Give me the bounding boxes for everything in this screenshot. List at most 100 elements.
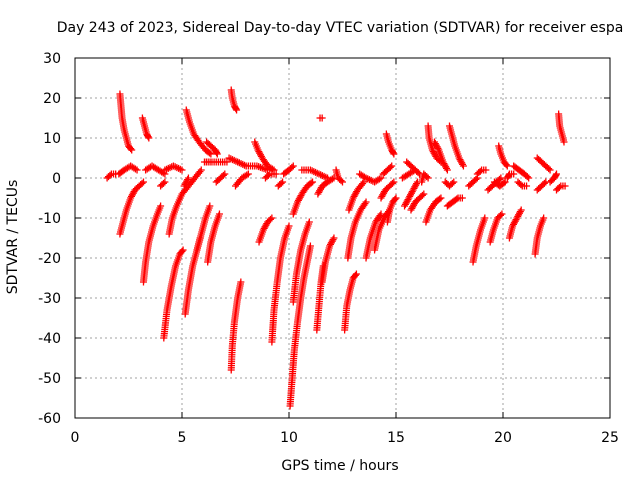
data-points: [103, 86, 569, 410]
x-tick-label: 10: [280, 430, 298, 446]
data-point: [437, 194, 445, 202]
data-point: [207, 150, 215, 158]
track-67: [505, 206, 525, 242]
track-15: [200, 158, 231, 166]
track-28: [274, 178, 287, 190]
data-point: [352, 270, 360, 278]
data-point: [453, 195, 461, 203]
data-point: [206, 149, 214, 157]
y-axis-label: SDTVAR / TECUs: [5, 180, 21, 295]
data-point: [424, 174, 432, 182]
plot-frame: [74, 57, 611, 419]
data-point: [359, 180, 367, 188]
data-point: [413, 180, 421, 188]
y-tick-label: -10: [38, 211, 61, 227]
track-37: [332, 166, 346, 186]
data-point: [330, 234, 338, 242]
data-point: [159, 169, 167, 177]
data-point: [161, 178, 169, 186]
data-point: [138, 179, 146, 187]
data-point: [481, 214, 489, 222]
data-point: [443, 164, 451, 172]
data-point: [458, 194, 466, 202]
data-point: [329, 236, 337, 244]
track-21: [225, 154, 272, 174]
track-11: [180, 174, 192, 190]
track-58: [443, 194, 466, 210]
data-point: [500, 179, 508, 187]
track-5: [139, 202, 165, 286]
data-point: [392, 194, 400, 202]
data-point: [482, 166, 490, 174]
track-26: [268, 222, 293, 346]
data-point: [540, 179, 548, 187]
track-41: [356, 170, 385, 186]
track-34: [316, 114, 326, 122]
track-39: [344, 198, 370, 262]
data-point: [443, 166, 451, 174]
chart-title: Day 243 of 2023, Sidereal Day-to-day VTE…: [57, 20, 624, 36]
data-point: [213, 149, 221, 157]
y-tick-label: -50: [38, 371, 61, 387]
track-38: [341, 270, 360, 334]
data-point: [434, 144, 442, 152]
data-point: [420, 190, 428, 198]
track-25: [261, 170, 280, 182]
track-6: [142, 162, 169, 178]
track-27: [280, 162, 297, 178]
data-point: [377, 174, 385, 182]
data-point: [501, 178, 509, 186]
data-point: [307, 179, 315, 187]
data-point: [362, 198, 370, 206]
x-axis-label: GPS time / hours: [281, 458, 398, 474]
data-point: [351, 271, 359, 279]
data-point: [390, 178, 398, 186]
track-10: [165, 166, 205, 238]
data-point: [561, 182, 569, 190]
track-47: [383, 194, 400, 226]
data-point: [197, 166, 205, 174]
data-point: [196, 168, 204, 176]
y-tick-label: -20: [38, 251, 61, 267]
data-point: [553, 170, 560, 178]
data-point: [503, 162, 511, 170]
data-point: [502, 161, 510, 169]
data-point: [391, 195, 399, 203]
track-51: [407, 190, 428, 214]
y-tick-label: 30: [43, 51, 61, 67]
data-point: [106, 171, 114, 179]
data-point: [497, 174, 505, 182]
track-71: [533, 154, 554, 174]
data-point: [476, 167, 484, 175]
data-point: [133, 166, 141, 174]
track-63: [486, 210, 506, 246]
data-point: [184, 174, 192, 182]
track-65: [490, 178, 509, 190]
data-point: [179, 246, 187, 254]
data-point: [388, 179, 396, 187]
track-29: [286, 242, 314, 410]
track-49: [401, 178, 421, 210]
data-point: [144, 133, 152, 141]
data-point: [277, 179, 285, 187]
track-61: [473, 166, 490, 178]
data-point: [510, 170, 518, 178]
data-point: [213, 150, 221, 158]
data-point: [131, 165, 139, 173]
data-point: [545, 165, 553, 173]
data-point: [328, 175, 336, 183]
data-point: [472, 175, 480, 183]
track-64: [495, 142, 511, 170]
track-14: [193, 202, 214, 254]
data-point: [233, 106, 241, 114]
data-point: [418, 191, 426, 199]
track-70: [531, 214, 548, 258]
x-tick-label: 0: [71, 430, 80, 446]
track-74: [555, 110, 568, 146]
track-23: [251, 138, 278, 174]
track-42: [362, 210, 385, 262]
track-46: [379, 162, 396, 178]
data-point: [337, 177, 345, 185]
data-point: [184, 176, 192, 184]
y-tick-label: -40: [38, 331, 61, 347]
